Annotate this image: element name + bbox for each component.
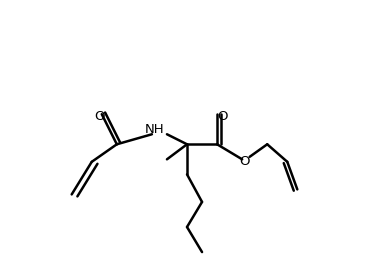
Text: O: O bbox=[239, 155, 250, 168]
Text: O: O bbox=[94, 110, 104, 123]
Text: O: O bbox=[217, 110, 227, 123]
Text: NH: NH bbox=[145, 123, 164, 136]
